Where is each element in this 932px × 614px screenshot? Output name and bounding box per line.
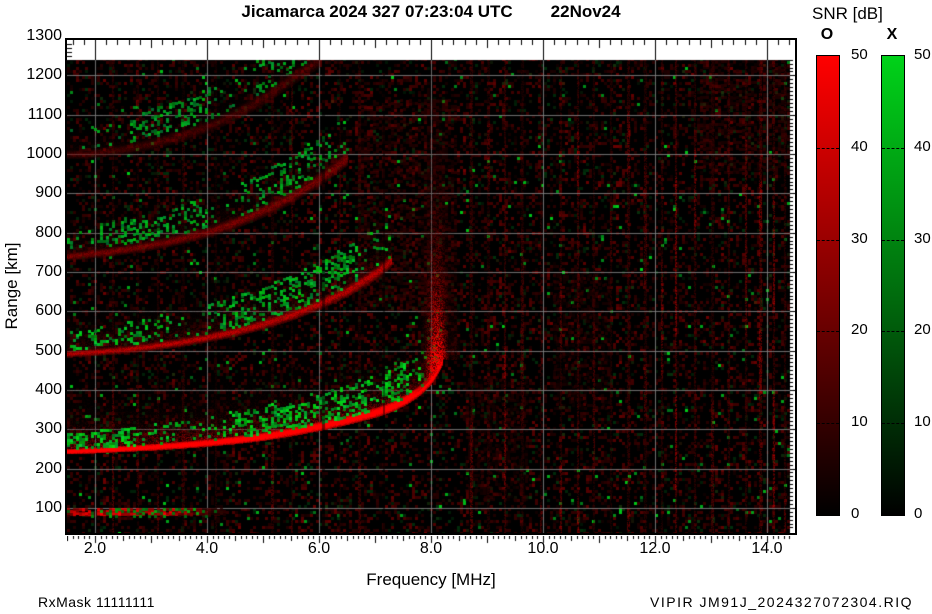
colorbar-title: SNR [dB] [812, 4, 883, 23]
x-axis-ticks-canvas [67, 536, 795, 546]
y-tick-label: 800 [35, 224, 62, 241]
colorbar-x-tick-label: 50 [914, 46, 931, 63]
colorbar-tick-dash [817, 148, 839, 149]
colorbar-o-gradient [816, 55, 840, 516]
colorbar-o-tick-label: 40 [851, 138, 868, 155]
colorbar-x-tick-label: 20 [914, 321, 931, 338]
x-tick-label: 2.0 [83, 540, 107, 557]
x-tick-label: 6.0 [307, 540, 331, 557]
y-tick-label: 300 [35, 420, 62, 437]
colorbar-tick-dash [882, 423, 904, 424]
colorbar-tick-dash [882, 331, 904, 332]
y-tick-label: 1000 [26, 145, 62, 162]
y-tick-label: 600 [35, 302, 62, 319]
ionogram-canvas [67, 40, 795, 533]
colorbar-o-tick-label: 30 [851, 230, 868, 247]
x-tick-label: 10.0 [527, 540, 559, 557]
colorbar-o-tick-label: 10 [851, 413, 868, 430]
y-tick-label: 900 [35, 184, 62, 201]
y-tick-label: 500 [35, 342, 62, 359]
colorbar-x-tick-label: 30 [914, 230, 931, 247]
y-tick-label: 1100 [27, 106, 62, 123]
x-tick-label: 4.0 [195, 540, 219, 557]
y-tick-label: 700 [35, 263, 62, 280]
y-tick-label: 400 [35, 381, 62, 398]
colorbar-o-tick-label: 20 [851, 321, 868, 338]
x-tick-label: 12.0 [639, 540, 671, 557]
colorbar-x-mode-label: X [886, 26, 898, 43]
plot-title: Jicamarca 2024 327 07:23:04 UTC 22Nov24 [67, 2, 795, 22]
plot-frame [65, 38, 797, 535]
colorbar-tick-dash [817, 331, 839, 332]
colorbar-x-tick-label: 0 [914, 505, 923, 522]
title-date: 22Nov24 [550, 2, 621, 21]
y-tick-label: 200 [35, 460, 62, 477]
colorbar-tick-dash [817, 240, 839, 241]
title-station-time: Jicamarca 2024 327 07:23:04 UTC [241, 2, 513, 21]
colorbar-tick-dash [817, 423, 839, 424]
y-tick-label: 1300 [26, 27, 62, 44]
data-file-text: VIPIR JM91J_2024327072304.RIQ [650, 594, 913, 610]
y-tick-label: 100 [35, 499, 62, 516]
y-tick-label: 1200 [26, 66, 62, 83]
colorbar-o-tick-label: 50 [851, 46, 868, 63]
colorbar-tick-dash [882, 240, 904, 241]
colorbar-x-tick-label: 40 [914, 138, 931, 155]
y-axis-title: Range [km] [2, 242, 21, 330]
colorbar-x-tick-label: 10 [914, 413, 931, 430]
x-axis-title: Frequency [MHz] [366, 570, 496, 589]
rxmask-text: RxMask 11111111 [38, 594, 155, 610]
x-tick-label: 8.0 [419, 540, 443, 557]
colorbar-o-tick-label: 0 [851, 505, 860, 522]
colorbar-o-mode-label: O [820, 26, 834, 43]
x-tick-label: 14.0 [751, 540, 783, 557]
colorbar-tick-dash [882, 148, 904, 149]
colorbar-x-gradient [881, 55, 905, 516]
